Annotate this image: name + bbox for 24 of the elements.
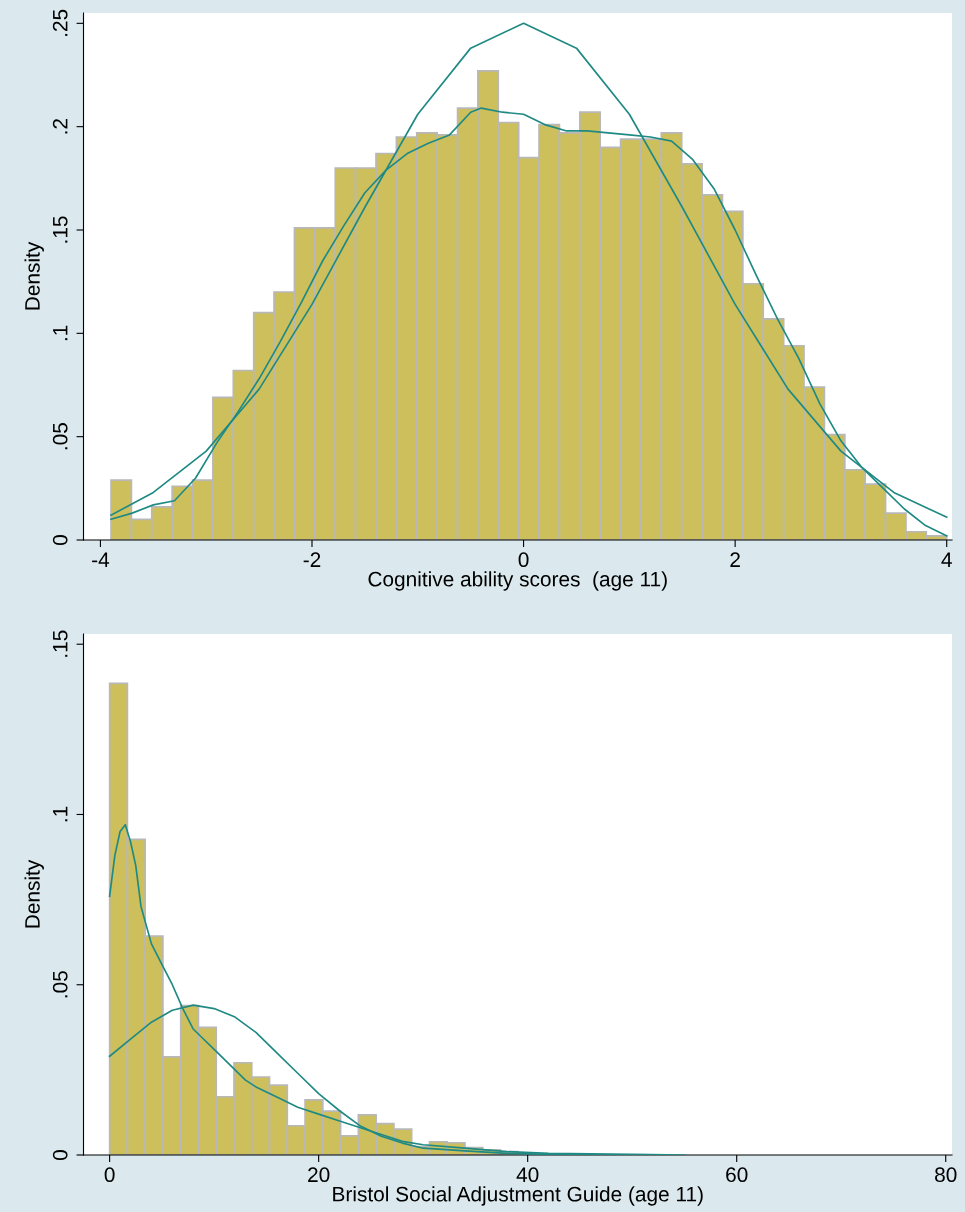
y-tick-label: .1 [53, 806, 68, 822]
y-tick-label: .15 [53, 630, 68, 657]
y-tick-label: .2 [52, 119, 68, 134]
x-tick-label: -4 [92, 552, 110, 567]
y-axis-title: Density [24, 241, 44, 310]
x-tick-label: 60 [726, 1167, 748, 1183]
x-axis-title: Bristol Social Adjustment Guide (age 11) [333, 1186, 703, 1206]
y-tick-label: 0 [52, 1150, 68, 1160]
x-tick-label: 0 [104, 1167, 115, 1183]
x-tick-label: 20 [308, 1167, 330, 1183]
x-tick-label: 80 [935, 1167, 957, 1183]
x-axis-title: Cognitive ability scores (age 11) [368, 571, 667, 591]
x-tick-label: 2 [730, 552, 740, 567]
x-tick-label: -2 [303, 552, 321, 567]
y-tick-label: .05 [52, 971, 68, 998]
y-tick-label: .1 [53, 325, 68, 341]
x-tick-label: 0 [518, 552, 529, 568]
y-tick-label: .25 [52, 9, 68, 36]
y-tick-label: .15 [53, 216, 68, 243]
x-tick-label: 4 [941, 552, 952, 567]
y-axis-title: Density [24, 859, 44, 928]
y-tick-label: .05 [52, 423, 68, 450]
y-tick-label: 0 [52, 535, 68, 545]
x-tick-label: 40 [516, 1167, 539, 1183]
